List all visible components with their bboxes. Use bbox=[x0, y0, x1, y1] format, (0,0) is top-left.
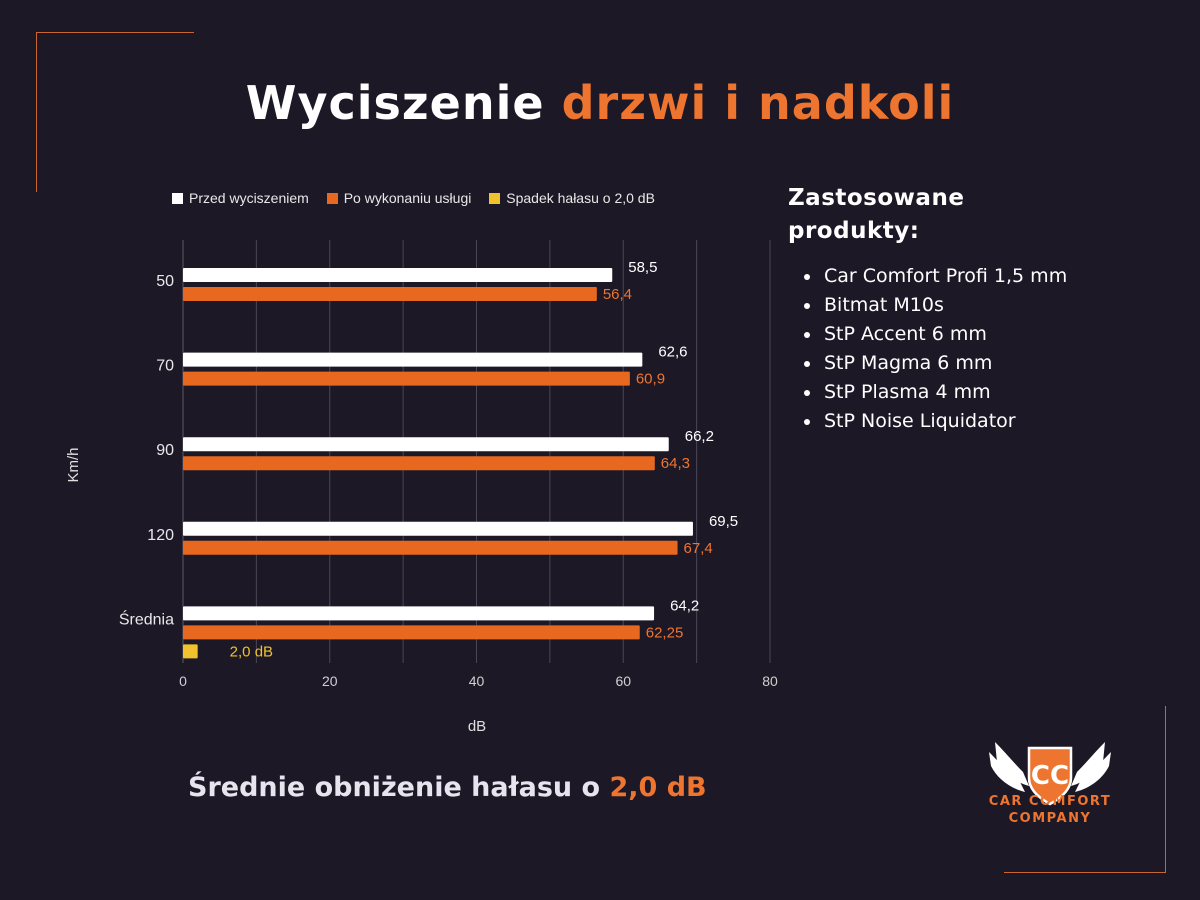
legend-label-after: Po wykonaniu usługi bbox=[343, 190, 472, 206]
x-tick-label: 40 bbox=[469, 673, 485, 689]
products-list: Car Comfort Profi 1,5 mm Bitmat M10s StP… bbox=[800, 262, 1067, 436]
products-heading-line1: Zastosowane bbox=[788, 185, 965, 211]
products-heading-line2: produkty: bbox=[788, 218, 920, 244]
bar-0 bbox=[183, 268, 613, 282]
logo-monogram: CC bbox=[1031, 761, 1069, 791]
product-item: StP Plasma 4 mm bbox=[822, 378, 1067, 407]
legend-item-after: Po wykonaniu usługi bbox=[326, 190, 472, 206]
chart-legend: Przed wyciszeniem Po wykonaniu usługi Sp… bbox=[172, 190, 669, 207]
bar-0 bbox=[183, 437, 669, 452]
legend-swatch-before bbox=[172, 192, 183, 204]
summary-value: 2,0 dB bbox=[609, 772, 707, 803]
data-label-0: 66,2 bbox=[685, 428, 714, 445]
legend-swatch-after bbox=[326, 192, 338, 204]
bar-0 bbox=[183, 352, 643, 367]
products-heading: Zastosowane produkty: bbox=[788, 182, 1088, 248]
bar-0 bbox=[183, 521, 693, 536]
category-label: Średnia bbox=[119, 609, 174, 628]
x-tick-label: 0 bbox=[179, 673, 187, 689]
bar-2 bbox=[183, 644, 198, 659]
data-label-0: 58,5 bbox=[628, 259, 657, 276]
summary-text: Średnie obniżenie hałasu o 2,0 dB bbox=[188, 772, 707, 803]
y-axis-label: Km/h bbox=[65, 447, 82, 482]
category-label: 90 bbox=[156, 442, 174, 459]
data-label-0: 64,2 bbox=[670, 597, 699, 614]
category-label: 70 bbox=[156, 358, 174, 375]
x-tick-label: 80 bbox=[762, 673, 778, 689]
product-item: Bitmat M10s bbox=[822, 291, 1067, 320]
legend-swatch-drop bbox=[489, 192, 501, 204]
summary-label: Średnie obniżenie hałasu o bbox=[188, 772, 601, 803]
page-title: Wyciszenie drzwi i nadkoli bbox=[0, 76, 1200, 130]
data-label-1: 56,4 bbox=[603, 286, 632, 303]
legend-item-before: Przed wyciszeniem bbox=[172, 190, 309, 206]
x-tick-label: 20 bbox=[322, 673, 338, 689]
logo-text-line2: COMPANY bbox=[1008, 811, 1092, 826]
data-label-1: 60,9 bbox=[636, 371, 665, 388]
x-tick-label: 60 bbox=[615, 673, 631, 689]
data-label-2: 2,0 dB bbox=[230, 643, 273, 660]
product-item: StP Magma 6 mm bbox=[822, 349, 1067, 378]
legend-label-drop: Spadek hałasu o 2,0 dB bbox=[506, 190, 655, 206]
data-label-0: 69,5 bbox=[709, 513, 738, 530]
bar-0 bbox=[183, 606, 655, 621]
bar-1 bbox=[183, 625, 640, 640]
bar-1 bbox=[183, 456, 655, 471]
bar-1 bbox=[183, 371, 630, 386]
winged-shield-logo-icon: CC bbox=[989, 742, 1111, 806]
title-part-white: Wyciszenie bbox=[245, 76, 545, 130]
frame-corner-top-left bbox=[36, 32, 194, 33]
product-item: StP Accent 6 mm bbox=[822, 320, 1067, 349]
product-item: StP Noise Liquidator bbox=[822, 407, 1067, 436]
data-label-0: 62,6 bbox=[658, 344, 687, 361]
bar-1 bbox=[183, 287, 597, 301]
category-label: 50 bbox=[156, 273, 174, 290]
bar-1 bbox=[183, 540, 678, 555]
frame-corner-top-left-vertical bbox=[36, 32, 37, 192]
category-label: 120 bbox=[147, 527, 174, 544]
logo-text-line1: CAR COMFORT bbox=[988, 794, 1112, 809]
legend-label-before: Przed wyciszeniem bbox=[189, 190, 309, 206]
legend-item-drop: Spadek hałasu o 2,0 dB bbox=[489, 190, 655, 206]
data-label-1: 62,25 bbox=[646, 624, 684, 641]
frame-corner-bottom-right-vertical bbox=[1165, 706, 1166, 872]
data-label-1: 67,4 bbox=[684, 540, 713, 557]
title-part-orange: drzwi i nadkoli bbox=[561, 76, 955, 130]
x-axis-label: dB bbox=[468, 718, 486, 735]
data-label-1: 64,3 bbox=[661, 455, 690, 472]
product-item: Car Comfort Profi 1,5 mm bbox=[822, 262, 1067, 291]
frame-corner-bottom-right bbox=[1004, 872, 1166, 873]
